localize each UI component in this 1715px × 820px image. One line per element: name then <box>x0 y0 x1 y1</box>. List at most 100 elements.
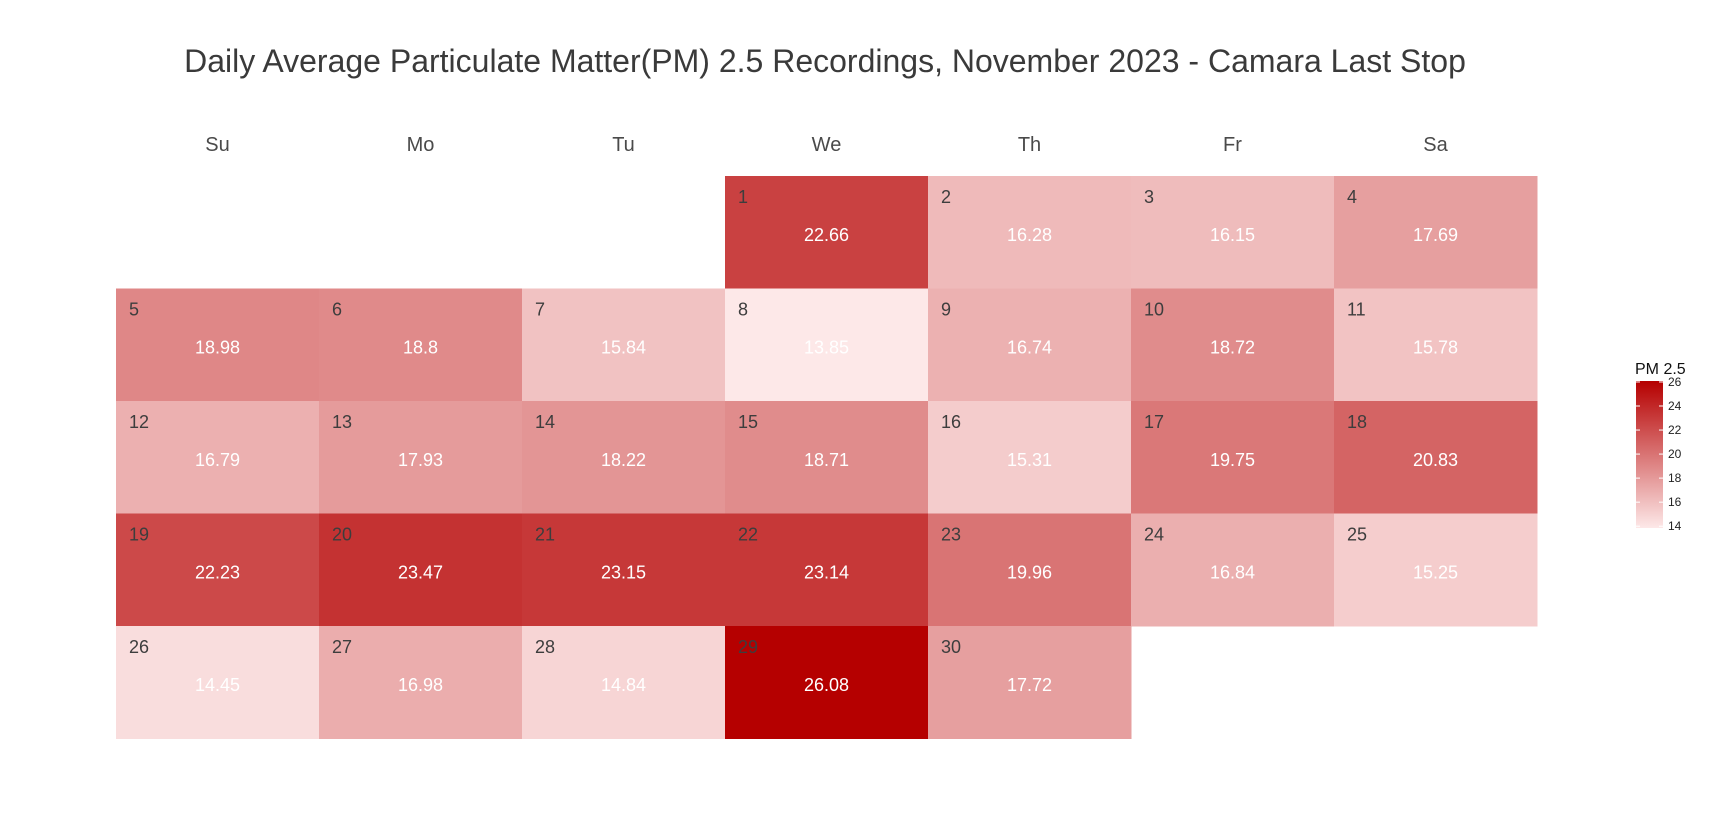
day-value: 17.72 <box>1007 675 1052 695</box>
day-value: 14.84 <box>601 675 646 695</box>
day-value: 22.23 <box>195 563 240 583</box>
day-number: 1 <box>738 187 748 207</box>
day-cell: 27 16.98 <box>319 626 523 739</box>
day-cell-fill <box>725 288 929 402</box>
day-value: 23.15 <box>601 563 646 583</box>
legend-tick-label: 20 <box>1668 447 1682 461</box>
day-cell: 13 17.93 <box>319 401 523 514</box>
day-cell-fill <box>1131 288 1335 402</box>
legend-title: PM 2.5 <box>1635 361 1686 378</box>
day-cell-fill <box>1131 401 1335 514</box>
day-value: 19.75 <box>1210 450 1255 470</box>
day-number: 2 <box>941 187 951 207</box>
day-value: 22.66 <box>804 225 849 245</box>
day-cell-fill <box>116 626 320 739</box>
day-cell: 216.28 <box>928 176 1132 289</box>
day-value: 23.14 <box>804 563 849 583</box>
legend-tick-label: 24 <box>1668 399 1682 413</box>
day-value: 17.69 <box>1413 225 1458 245</box>
weekday-label: Tu <box>612 134 635 156</box>
legend-tick-label: 26 <box>1668 375 1682 389</box>
day-cell: 25 15.25 <box>1334 513 1538 627</box>
legend-tick-label: 14 <box>1668 519 1682 533</box>
day-cell-fill <box>725 513 929 627</box>
day-value: 18.71 <box>804 450 849 470</box>
day-cell: 22 23.14 <box>725 513 929 627</box>
day-cell-fill <box>522 288 726 402</box>
day-value: 18.72 <box>1210 338 1255 358</box>
day-cell-fill <box>1334 176 1538 289</box>
day-number: 13 <box>332 412 352 432</box>
chart-title: Daily Average Particulate Matter(PM) 2.5… <box>184 43 1466 79</box>
day-cell-fill <box>116 513 320 627</box>
day-cell: 715.84 <box>522 288 726 402</box>
day-number: 26 <box>129 637 149 657</box>
day-value: 23.47 <box>398 563 443 583</box>
day-value: 16.74 <box>1007 338 1052 358</box>
day-cell: 28 14.84 <box>522 626 726 739</box>
day-number: 15 <box>738 412 758 432</box>
day-value: 16.98 <box>398 675 443 695</box>
day-cell: 518.98 <box>116 288 320 402</box>
color-legend: PM 2.5 14 16 18 20 22 24 26 <box>1635 361 1686 533</box>
weekday-label: Th <box>1018 134 1041 156</box>
day-cell: 12 16.79 <box>116 401 320 514</box>
day-cell-fill <box>522 513 726 627</box>
day-cell-fill <box>928 176 1132 289</box>
day-number: 8 <box>738 300 748 320</box>
weekday-label: Sa <box>1423 134 1448 156</box>
day-number: 6 <box>332 300 342 320</box>
day-number: 5 <box>129 300 139 320</box>
weekday-labels: Su Mo Tu We Th Fr Sa <box>205 134 1448 156</box>
day-cells: 122.66216.28316.15417.69518.98618.8715.8… <box>116 176 1538 739</box>
day-cell: 417.69 <box>1334 176 1538 289</box>
day-cell: 122.66 <box>725 176 929 289</box>
day-number: 29 <box>738 637 758 657</box>
day-number: 21 <box>535 525 555 545</box>
day-value: 13.85 <box>804 338 849 358</box>
day-number: 16 <box>941 412 961 432</box>
day-cell-fill <box>928 513 1132 627</box>
day-cell: 24 16.84 <box>1131 513 1335 627</box>
day-cell: 17 19.75 <box>1131 401 1335 514</box>
day-cell: 26 14.45 <box>116 626 320 739</box>
day-value: 16.79 <box>195 450 240 470</box>
day-cell: 14 18.22 <box>522 401 726 514</box>
day-number: 24 <box>1144 525 1164 545</box>
day-number: 3 <box>1144 187 1154 207</box>
day-cell-fill <box>928 626 1132 739</box>
day-value: 16.84 <box>1210 563 1255 583</box>
day-cell-fill <box>1334 401 1538 514</box>
day-cell: 23 19.96 <box>928 513 1132 627</box>
day-number: 4 <box>1347 187 1357 207</box>
legend-ticks: 14 16 18 20 22 24 26 <box>1636 375 1682 533</box>
day-cell-fill <box>725 401 929 514</box>
day-cell-fill <box>319 288 523 402</box>
day-cell-fill <box>1334 513 1538 627</box>
day-number: 7 <box>535 300 545 320</box>
day-cell: 618.8 <box>319 288 523 402</box>
weekday-label: Mo <box>407 134 435 156</box>
day-number: 17 <box>1144 412 1164 432</box>
day-value: 16.28 <box>1007 225 1052 245</box>
day-cell-fill <box>319 401 523 514</box>
day-number: 18 <box>1347 412 1367 432</box>
day-number: 30 <box>941 637 961 657</box>
day-cell: 316.15 <box>1131 176 1335 289</box>
day-cell-fill <box>116 288 320 402</box>
day-cell-fill <box>116 401 320 514</box>
day-cell: 30 17.72 <box>928 626 1132 739</box>
day-cell-fill <box>522 401 726 514</box>
day-value: 20.83 <box>1413 450 1458 470</box>
day-value: 17.93 <box>398 450 443 470</box>
legend-colorbar <box>1636 381 1663 528</box>
day-value: 15.25 <box>1413 563 1458 583</box>
day-value: 16.15 <box>1210 225 1255 245</box>
day-value: 18.8 <box>403 338 438 358</box>
weekday-label: Su <box>205 134 229 156</box>
day-cell: 20 23.47 <box>319 513 523 627</box>
legend-tick-label: 16 <box>1668 495 1682 509</box>
day-value: 14.45 <box>195 675 240 695</box>
day-number: 10 <box>1144 300 1164 320</box>
